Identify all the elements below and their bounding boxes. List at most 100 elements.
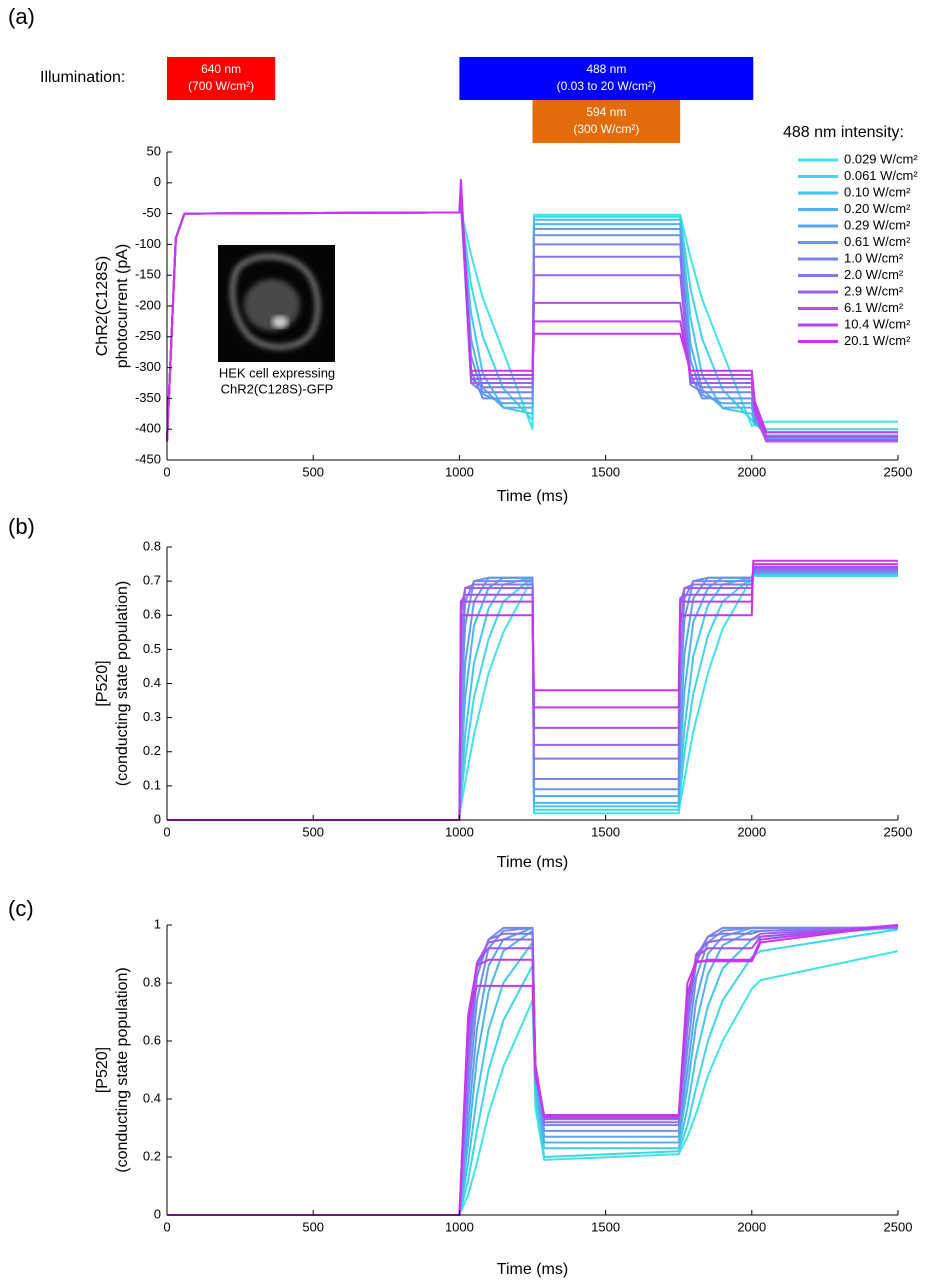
y-tick-label: -100 xyxy=(135,236,161,251)
x-tick-label: 0 xyxy=(163,1219,170,1234)
x-tick-label: 0 xyxy=(163,464,170,479)
y-tick-label: -350 xyxy=(135,390,161,405)
x-tick-label: 1500 xyxy=(591,824,620,839)
data-line xyxy=(167,950,899,1216)
panel-label: (b) xyxy=(8,514,35,539)
panel-label: (c) xyxy=(8,896,34,921)
x-tick-label: 2000 xyxy=(737,824,766,839)
y-tick-label: 0 xyxy=(154,174,161,189)
x-tick-label: 2500 xyxy=(884,824,913,839)
x-tick-label: 0 xyxy=(163,824,170,839)
data-line xyxy=(167,928,899,1216)
y-tick-label: 0.2 xyxy=(143,1148,161,1163)
legend-label: 2.9 W/cm² xyxy=(844,283,904,298)
legend-label: 0.10 W/cm² xyxy=(844,184,911,199)
x-tick-label: 500 xyxy=(302,824,324,839)
x-tick-label: 2500 xyxy=(884,1219,913,1234)
legend-label: 0.29 W/cm² xyxy=(844,217,911,232)
illumination-wavelength: 640 nm xyxy=(201,62,241,76)
illumination-intensity: (700 W/cm²) xyxy=(188,79,254,93)
illumination-bar xyxy=(532,100,681,143)
illumination-label: Illumination: xyxy=(40,69,125,86)
cell-outline xyxy=(230,254,320,349)
x-tick-label: 1500 xyxy=(591,464,620,479)
cell-image xyxy=(218,245,335,362)
data-line xyxy=(167,569,898,821)
y-axis-label: [P520] xyxy=(94,1047,111,1093)
x-tick-label: 500 xyxy=(302,464,324,479)
inset-caption: ChR2(C128S)-GFP xyxy=(221,381,334,396)
y-tick-label: 0.6 xyxy=(143,1032,161,1047)
legend-label: 6.1 W/cm² xyxy=(844,300,904,315)
y-axis-label: photocurrent (pA) xyxy=(114,244,131,369)
data-line xyxy=(167,574,898,821)
x-tick-label: 500 xyxy=(302,1219,324,1234)
x-axis-label: Time (ms) xyxy=(497,1261,568,1278)
illumination-bar xyxy=(459,57,754,100)
legend-label: 2.0 W/cm² xyxy=(844,267,904,282)
illumination-intensity: (300 W/cm²) xyxy=(573,122,639,136)
legend-title: 488 nm intensity: xyxy=(783,124,904,141)
x-tick-label: 2500 xyxy=(884,464,913,479)
cell-spot xyxy=(272,316,288,328)
legend-label: 0.029 W/cm² xyxy=(844,151,918,166)
x-axis-label: Time (ms) xyxy=(497,854,568,871)
y-tick-label: 0.4 xyxy=(143,675,161,690)
data-line xyxy=(167,924,899,1216)
illumination-bar xyxy=(167,57,276,100)
legend-label: 0.20 W/cm² xyxy=(844,201,911,216)
data-line xyxy=(167,570,898,821)
y-tick-label: 0.7 xyxy=(143,573,161,588)
y-tick-label: -200 xyxy=(135,297,161,312)
y-tick-label: 0.6 xyxy=(143,607,161,622)
data-line xyxy=(167,567,898,821)
y-tick-label: -150 xyxy=(135,267,161,282)
data-line xyxy=(167,575,898,821)
legend-label: 10.4 W/cm² xyxy=(844,316,911,331)
illumination-wavelength: 594 nm xyxy=(586,105,626,119)
y-axis-label: ChR2(C128S) xyxy=(94,256,111,356)
y-tick-label: 0.4 xyxy=(143,1090,161,1105)
data-line xyxy=(167,563,898,821)
inset-caption: HEK cell expressing xyxy=(219,365,335,380)
y-tick-label: 0.5 xyxy=(143,641,161,656)
data-line xyxy=(167,926,898,1216)
data-line xyxy=(167,924,899,1216)
x-tick-label: 1000 xyxy=(445,1219,474,1234)
legend-label: 1.0 W/cm² xyxy=(844,250,904,265)
y-tick-label: 0 xyxy=(154,1206,161,1221)
y-tick-label: 0.8 xyxy=(143,974,161,989)
y-tick-label: 0.1 xyxy=(143,777,161,792)
data-line xyxy=(166,178,898,442)
y-axis-label: [P520] xyxy=(94,660,111,706)
x-axis-label: Time (ms) xyxy=(497,488,568,505)
legend-label: 0.61 W/cm² xyxy=(844,234,911,249)
y-tick-label: 0.8 xyxy=(143,538,161,553)
x-tick-label: 1000 xyxy=(445,824,474,839)
y-axis-label: (conducting state population) xyxy=(114,967,131,1172)
y-tick-label: -250 xyxy=(135,328,161,343)
y-axis-label: (conducting state population) xyxy=(114,581,131,786)
y-tick-label: 0.3 xyxy=(143,709,161,724)
x-tick-label: 1000 xyxy=(445,464,474,479)
legend-label: 0.061 W/cm² xyxy=(844,168,918,183)
data-line xyxy=(167,565,898,821)
data-line xyxy=(167,573,898,821)
panel-label: (a) xyxy=(8,4,35,29)
y-tick-label: 0.2 xyxy=(143,743,161,758)
y-tick-label: -300 xyxy=(135,359,161,374)
data-line xyxy=(167,559,898,821)
y-tick-label: -450 xyxy=(135,451,161,466)
y-tick-label: -50 xyxy=(142,205,161,220)
y-tick-label: 0 xyxy=(154,811,161,826)
y-tick-label: 50 xyxy=(147,143,161,158)
legend-label: 20.1 W/cm² xyxy=(844,333,911,348)
illumination-wavelength: 488 nm xyxy=(586,62,626,76)
y-tick-label: -400 xyxy=(135,421,161,436)
x-tick-label: 2000 xyxy=(737,1219,766,1234)
cell-body xyxy=(244,279,300,331)
illumination-intensity: (0.03 to 20 W/cm²) xyxy=(557,79,656,93)
x-tick-label: 1500 xyxy=(591,1219,620,1234)
